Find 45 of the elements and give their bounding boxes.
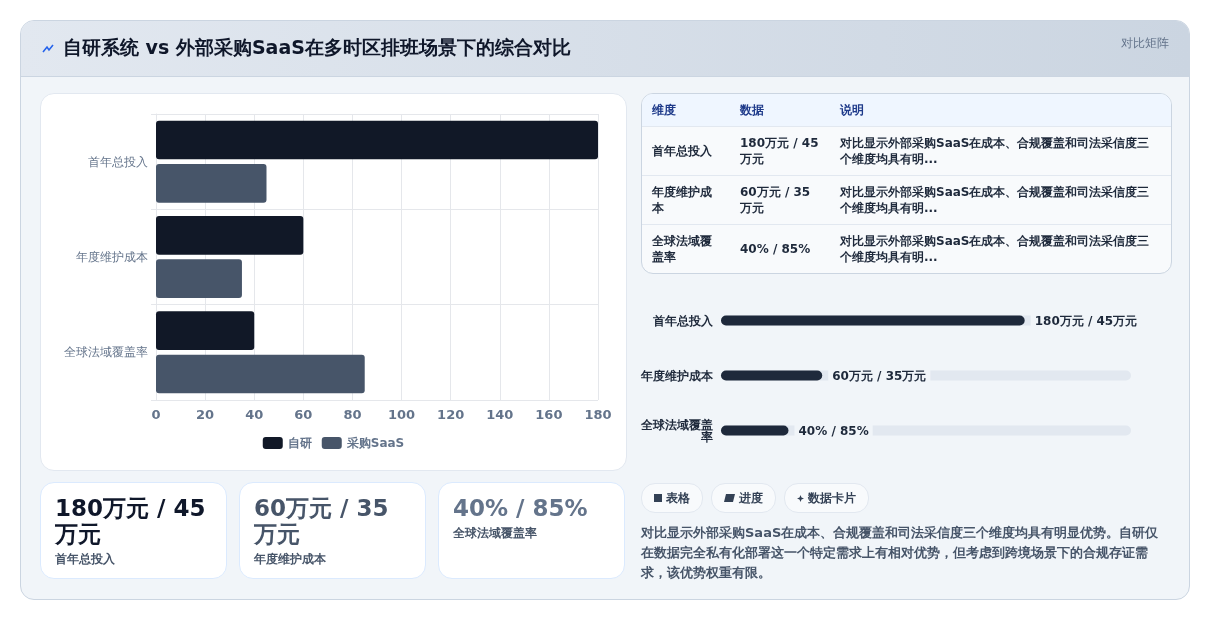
text: 表格	[641, 483, 703, 513]
y-tick-label: 全球法域覆盖率	[64, 345, 148, 360]
y-tick-label: 首年总投入	[652, 313, 714, 328]
x-tick-label: 120	[437, 407, 465, 422]
bar	[156, 311, 255, 351]
text: 对比显示外部采购SaaS在成本、合规覆盖和司法采信度三个维度均具有明...	[839, 134, 1151, 168]
bar	[156, 163, 267, 203]
text: 60万元 / 35万元	[254, 495, 390, 547]
bar	[156, 259, 242, 298]
bar	[156, 354, 365, 394]
legend-label: 自研	[287, 436, 312, 450]
text: 40% / 85%	[739, 240, 812, 258]
x-tick-label: 60	[294, 407, 313, 422]
text: 180万元 / 45万元	[55, 495, 207, 547]
y-tick-label: 首年总投入	[88, 154, 148, 169]
text: 180万元 / 45万元	[739, 134, 820, 168]
y-tick-label: 年度维护成本	[640, 368, 714, 383]
text: 对比矩阵	[1121, 35, 1169, 52]
x-tick-label: 80	[343, 407, 362, 422]
text: 对比显示外部采购SaaS在成本、合规覆盖和司法采信度三个维度均具有明...	[839, 232, 1151, 266]
x-tick-label: 180	[584, 407, 612, 422]
text: 首年总投入	[55, 551, 116, 568]
text: 年度维护成本	[254, 551, 327, 568]
x-tick-label: 160	[535, 407, 563, 422]
chart-title: 自研系统 vs 外部采购SaaS在多时区排班场景下的综合对比	[63, 35, 571, 60]
bar	[156, 120, 598, 160]
x-tick-label: 20	[196, 407, 215, 422]
data-label: 60万元 / 35万元	[832, 368, 927, 383]
data-label: 40% / 85%	[798, 423, 869, 438]
x-tick-label: 100	[387, 407, 416, 422]
text: 数据卡片	[784, 483, 869, 513]
bar	[156, 216, 304, 255]
y-tick-label: 年度维护成本	[76, 250, 148, 264]
text: 全球法域覆盖率	[453, 525, 538, 542]
text: 60万元 / 35万元	[739, 183, 812, 217]
x-tick-label: 140	[486, 407, 514, 422]
y-tick-label: 全球法域覆盖率	[640, 417, 713, 444]
text: 40% / 85%	[453, 495, 589, 521]
data-label: 180万元 / 45万元	[1034, 313, 1138, 328]
text: 对比显示外部采购SaaS在成本、合规覆盖和司法采信度三个维度均具有明显优势。自研仅在数据完全私有化部署这一个特定需求上有相对优势，但考虑到跨境场景下的合规存证需求，该优势权重有限。	[641, 524, 1160, 582]
x-tick-label: 40	[245, 407, 264, 422]
x-tick-label: 0	[151, 407, 161, 422]
legend-label: 采购SaaS	[345, 436, 405, 450]
text: 进度	[711, 483, 776, 513]
text: 对比显示外部采购SaaS在成本、合规覆盖和司法采信度三个维度均具有明...	[839, 183, 1151, 217]
